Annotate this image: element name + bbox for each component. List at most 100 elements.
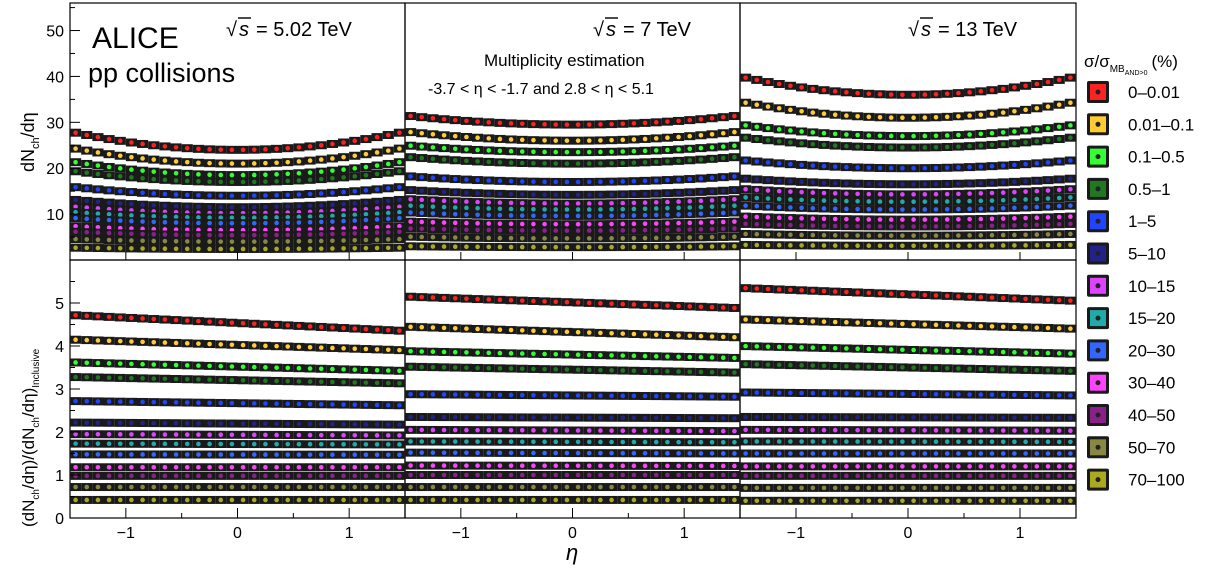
data-point <box>709 115 715 121</box>
ratio-point <box>318 473 324 479</box>
ratio-point <box>866 364 872 369</box>
ratio-point <box>285 484 291 490</box>
ratio-point <box>788 439 793 444</box>
ratio-point <box>586 463 592 469</box>
ratio-point <box>956 439 961 445</box>
data-point <box>877 199 883 204</box>
ratio-point <box>430 450 436 456</box>
data-point <box>933 165 939 171</box>
ratio-point <box>151 432 157 437</box>
data-point <box>274 172 279 177</box>
ratio-point <box>788 498 793 504</box>
ratio-point <box>419 294 425 300</box>
data-point <box>307 158 313 163</box>
ratio-point <box>598 497 603 503</box>
ratio-point <box>408 450 413 455</box>
data-point <box>464 158 469 164</box>
ratio-point <box>95 338 101 343</box>
data-point <box>799 197 804 203</box>
data-point <box>978 223 984 229</box>
ratio-point <box>944 391 950 397</box>
x-tick-label: 0 <box>233 525 242 542</box>
data-point <box>240 179 246 185</box>
data-point <box>978 89 984 94</box>
ratio-point <box>631 497 637 503</box>
ratio-point <box>542 299 547 304</box>
ratio-point <box>441 365 447 370</box>
ratio-point <box>911 427 916 433</box>
ratio-point <box>698 304 704 310</box>
data-point <box>385 224 391 230</box>
ratio-point <box>117 464 123 470</box>
ratio-point <box>888 485 894 491</box>
ratio-point <box>653 428 659 434</box>
ratio-point <box>1034 428 1040 433</box>
ratio-point <box>497 427 503 433</box>
data-point <box>642 227 648 233</box>
data-point <box>1023 205 1028 210</box>
ratio-point <box>397 484 402 490</box>
ratio-point <box>531 463 536 469</box>
ratio-point <box>1023 296 1028 302</box>
ratio-point <box>687 415 693 421</box>
ratio-point <box>1056 368 1062 373</box>
ratio-point <box>743 390 748 395</box>
data-point <box>944 165 950 171</box>
data-point <box>475 227 480 233</box>
data-point <box>464 190 469 196</box>
ratio-point <box>776 344 782 350</box>
ratio-point <box>922 365 928 371</box>
ratio-point <box>497 497 503 503</box>
ratio-point <box>263 322 268 327</box>
ratio-point <box>452 439 458 444</box>
ratio-point <box>776 427 782 433</box>
ratio-point <box>978 473 984 479</box>
data-point <box>810 205 816 211</box>
ratio-point <box>430 484 436 490</box>
data-point <box>285 239 291 244</box>
ratio-point <box>531 392 536 398</box>
data-point <box>95 225 101 230</box>
data-point <box>95 230 101 235</box>
ratio-point <box>430 472 436 478</box>
data-point <box>531 236 536 241</box>
data-point <box>1034 215 1040 221</box>
ratio-point <box>218 497 224 503</box>
ratio-point <box>430 497 436 503</box>
ratio-point <box>564 415 570 420</box>
ratio-point <box>754 427 760 433</box>
ratio-point <box>330 497 335 503</box>
data-point <box>709 132 715 137</box>
y-tick-label-bottom: 3 <box>55 382 64 399</box>
ratio-point <box>653 393 659 399</box>
ratio-point <box>821 390 827 396</box>
ratio-point <box>855 391 860 396</box>
ratio-point <box>95 473 101 479</box>
data-point <box>698 176 704 181</box>
data-point <box>129 246 134 251</box>
data-point <box>810 197 816 203</box>
ratio-point <box>73 484 78 490</box>
ratio-point <box>1034 297 1040 302</box>
ratio-point <box>732 497 737 503</box>
data-point <box>363 188 369 193</box>
data-point <box>631 228 637 233</box>
legend-marker <box>1095 251 1101 256</box>
ratio-point <box>106 314 112 320</box>
ratio-point <box>497 415 503 420</box>
ratio-point <box>799 414 804 420</box>
ratio-point <box>788 473 793 479</box>
ratio-point <box>776 287 782 292</box>
ratio-point <box>508 392 514 398</box>
ratio-point <box>933 348 939 353</box>
ratio-point <box>263 497 268 503</box>
data-point <box>553 244 559 250</box>
ratio-point <box>754 451 760 456</box>
data-point <box>441 244 447 249</box>
ratio-point <box>732 440 737 445</box>
ratio-point <box>106 432 112 437</box>
ratio-point <box>229 484 235 490</box>
data-point <box>832 164 838 169</box>
ratio-point <box>497 439 503 445</box>
ratio-point <box>776 464 782 469</box>
